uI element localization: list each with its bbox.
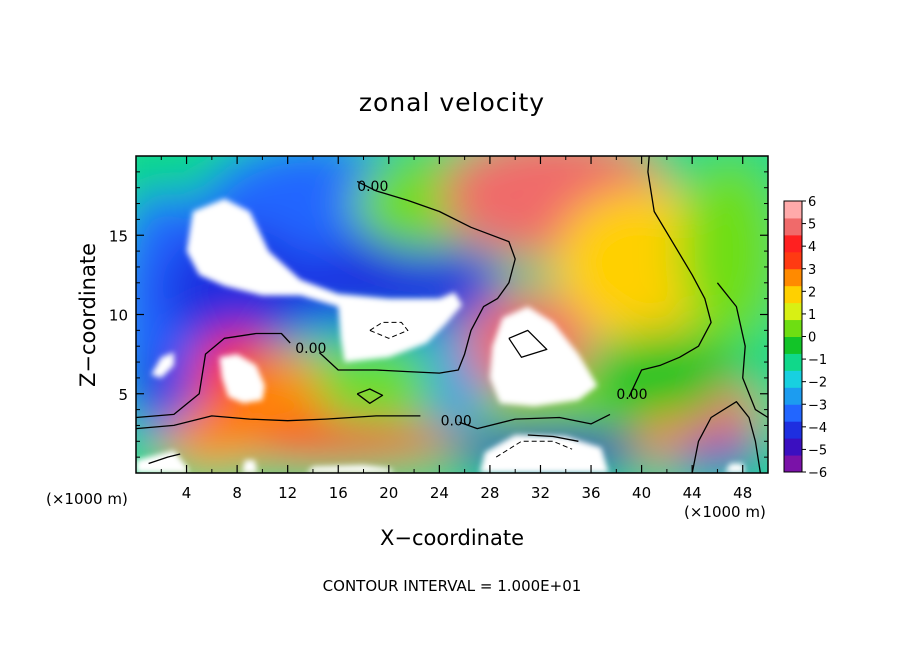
contour-interval-label: CONTOUR INTERVAL = 1.000E+01 [322,577,582,595]
colorbar-swatch [784,370,802,388]
field-blob [136,354,187,418]
colorbar-tick-label: 5 [808,218,816,233]
contour-line [356,388,384,404]
colorbar-swatch [784,421,802,439]
field-blob [591,330,743,426]
x-tick-label: 28 [480,484,499,502]
colorbar-tick-label: −2 [808,376,827,391]
masked-region [242,460,258,473]
masked-region [725,463,746,473]
colorbar-tick-label: 6 [808,195,816,210]
colorbar-tick-label: −6 [808,466,827,481]
colorbar-tick-label: 1 [808,308,816,323]
contour-label: 0.00 [441,414,472,430]
colorbar-swatch [784,201,802,219]
x-tick-label: 48 [733,484,752,502]
colorbar-tick-label: 0 [808,331,816,346]
x-tick-label: 32 [531,484,550,502]
contour-line-negative [369,321,409,339]
field-blob [211,422,465,461]
masked-region [489,306,598,407]
masked-regions [136,198,746,473]
masked-region [186,198,463,363]
masked-region [306,465,396,473]
x-tick-label: 12 [278,484,297,502]
colorbar-swatch [784,251,802,270]
x-tick-label: 4 [182,484,192,502]
contour-line [459,413,611,430]
colorbar-swatch [784,268,802,287]
contour-lines [136,156,768,473]
y-tick-label: 15 [109,227,128,245]
x-unit-label-right: (×1000 m) [684,503,766,521]
x-tick-label: 16 [329,484,348,502]
x-tick-label: 8 [232,484,242,502]
contour-label: 0.00 [295,341,326,357]
field-blob [237,354,339,434]
colorbar-tick-label: −5 [808,443,827,458]
colorbar-swatch [784,319,802,337]
masked-region [136,450,190,473]
masked-region [479,435,609,473]
colorbar-tick-label: −3 [808,398,827,413]
contour-line [148,453,181,465]
chart-title: zonal velocity [358,88,546,117]
field-blob [679,156,768,347]
contour-label: 0.00 [357,179,388,195]
contour-labels: 0.00 0.00 0.00 0.00 [295,179,647,430]
contour-line [318,180,516,374]
contour-line [136,332,291,419]
contour-label: 0.00 [616,387,647,403]
x-tick-label: 36 [581,484,600,502]
colorbar-swatch [784,302,802,321]
contour-line [691,401,762,473]
masked-region [151,352,174,378]
field-blob [161,409,263,467]
field-blob [704,385,756,450]
colorbar: 6 5 4 3 2 1 0 −1 −2 −3 −4 −5 −6 [783,195,827,481]
x-tick-label: 24 [430,484,449,502]
colorbar-tick-label: 2 [808,285,816,300]
colorbar-swatch [784,353,802,371]
contour-line [527,434,579,442]
colorbar-swatch [784,404,802,422]
colorbar-swatch [784,285,802,304]
colorbar-swatch [784,336,802,354]
x-axis-label: X−coordinate [380,526,524,550]
plot-area [136,156,768,473]
colorbar-swatch [784,217,802,236]
contour-line [136,415,421,430]
x-tick-label: 44 [683,484,702,502]
x-unit-label-left: (×1000 m) [46,490,128,508]
contour-line [716,282,768,419]
colorbar-swatch [784,438,802,456]
colorbar-swatch [784,455,802,473]
contour-line [508,329,548,358]
colorbar-tick-label: −4 [808,421,827,436]
x-tick-label: 40 [632,484,651,502]
colorbar-swatch [784,234,802,253]
colorbar-tick-label: −1 [808,353,827,368]
field-blob [666,441,768,473]
x-tick-label: 20 [379,484,398,502]
colorbar-swatch [784,387,802,405]
colorbar-tick-label: 3 [808,263,816,278]
y-tick-label: 10 [109,307,128,325]
masked-region [219,354,265,404]
colorbar-tick-label: 4 [808,240,816,255]
y-tick-label: 5 [118,386,128,404]
contour-line [628,156,712,398]
